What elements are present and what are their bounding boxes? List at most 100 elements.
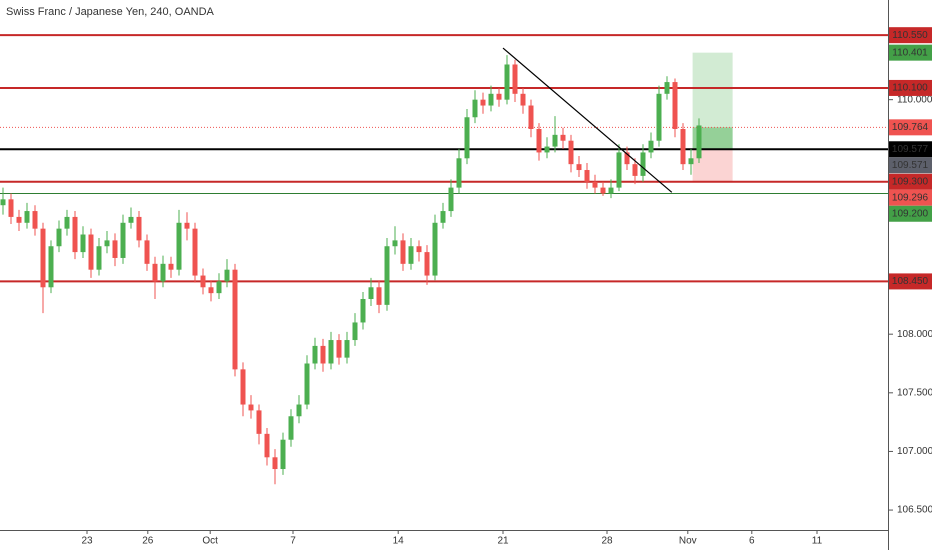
candle-body	[632, 164, 638, 176]
x-tick-label: Nov	[679, 536, 697, 547]
candle-body	[544, 146, 550, 153]
candle-body	[296, 404, 302, 417]
candle-body	[56, 228, 62, 247]
candle-body	[200, 275, 206, 288]
price-label: 110.401	[892, 47, 928, 58]
price-label: 110.100	[892, 83, 928, 94]
price-label-bg	[889, 189, 932, 206]
price-label-bg	[889, 205, 932, 222]
candle-body	[176, 222, 182, 270]
candle-body	[104, 240, 110, 247]
candle-body	[696, 125, 702, 159]
x-tick-label: Oct	[202, 536, 218, 547]
candle-body	[32, 211, 38, 229]
candle-body	[568, 140, 574, 165]
candle-body	[168, 263, 174, 270]
price-label: 109.571	[892, 160, 929, 171]
candle-body	[256, 410, 262, 434]
price-label-bg	[889, 119, 932, 136]
candle-body	[112, 240, 118, 258]
x-tick-label: 6	[749, 536, 755, 547]
y-tick-label: 106.500	[897, 505, 932, 516]
price-label: 109.300	[892, 176, 929, 187]
candle-body	[8, 199, 14, 217]
candle-body	[120, 222, 126, 258]
candle-body	[192, 228, 198, 276]
candle-body	[360, 299, 366, 323]
candle-body	[264, 433, 270, 458]
candle-body	[96, 246, 102, 270]
candle-body	[312, 345, 318, 364]
trendline	[502, 47, 673, 193]
candle-body	[608, 187, 614, 194]
price-label: 109.764	[892, 122, 929, 133]
candle-body	[240, 369, 246, 405]
candle-body	[368, 287, 374, 300]
candle-body	[144, 240, 150, 264]
candle-body	[512, 64, 518, 94]
candle-body	[552, 134, 558, 147]
x-tick-label: 7	[290, 536, 296, 547]
candle-body	[472, 99, 478, 118]
price-label: 108.450	[892, 276, 929, 287]
candle-body	[72, 216, 78, 253]
candle-body	[88, 234, 94, 270]
candle-body	[480, 99, 486, 106]
profit-zone	[692, 127, 733, 150]
price-label: 109.200	[892, 208, 929, 219]
candle-body	[576, 164, 582, 171]
price-label-bg	[889, 141, 932, 158]
y-tick-label: 107.000	[897, 446, 932, 457]
candle-body	[504, 64, 510, 100]
candle-body	[456, 158, 462, 188]
price-label: 109.577	[892, 144, 929, 155]
candle-body	[48, 246, 54, 288]
candle-body	[184, 222, 190, 229]
candle-body	[416, 246, 422, 253]
y-tick-label: 108.000	[897, 329, 932, 340]
candle-body	[288, 416, 294, 440]
candle-body	[344, 340, 350, 358]
candle-body	[160, 263, 166, 282]
candle-body	[24, 211, 30, 223]
candle-body	[232, 269, 238, 370]
x-tick-label: 14	[393, 536, 405, 547]
candle-body	[320, 345, 326, 364]
candle-body	[448, 187, 454, 212]
x-tick-label: 11	[812, 536, 823, 547]
price-label-bg	[889, 173, 932, 190]
candle-body	[64, 216, 70, 229]
candle-body	[40, 228, 46, 288]
candle-body	[528, 105, 534, 129]
candle-body	[656, 93, 662, 141]
x-tick-label: 23	[81, 536, 93, 547]
candle-body	[432, 222, 438, 276]
candle-body	[616, 152, 622, 188]
candle-body	[248, 404, 254, 411]
candle-body	[152, 263, 158, 282]
price-label-bg	[889, 79, 932, 96]
candle-body	[376, 287, 382, 305]
candle-body	[280, 439, 286, 470]
x-tick-label: 26	[142, 536, 154, 547]
candle-body	[584, 170, 590, 182]
candle-body	[440, 211, 446, 223]
candle-body	[328, 340, 334, 364]
candle-body	[208, 287, 214, 294]
candle-body	[672, 82, 678, 129]
candle-body	[304, 363, 310, 405]
candle-body	[384, 246, 390, 305]
candle-body	[640, 152, 646, 176]
candle-body	[624, 152, 630, 165]
candle-body	[520, 93, 526, 106]
candle-body	[488, 93, 494, 106]
candle-body	[136, 216, 142, 241]
candle-body	[16, 216, 22, 223]
candle-body	[80, 234, 86, 253]
candle-body	[216, 281, 222, 294]
candle-body	[496, 93, 502, 100]
x-tick-label: 28	[601, 536, 613, 547]
candle-body	[536, 128, 542, 153]
candle-body	[224, 269, 230, 282]
